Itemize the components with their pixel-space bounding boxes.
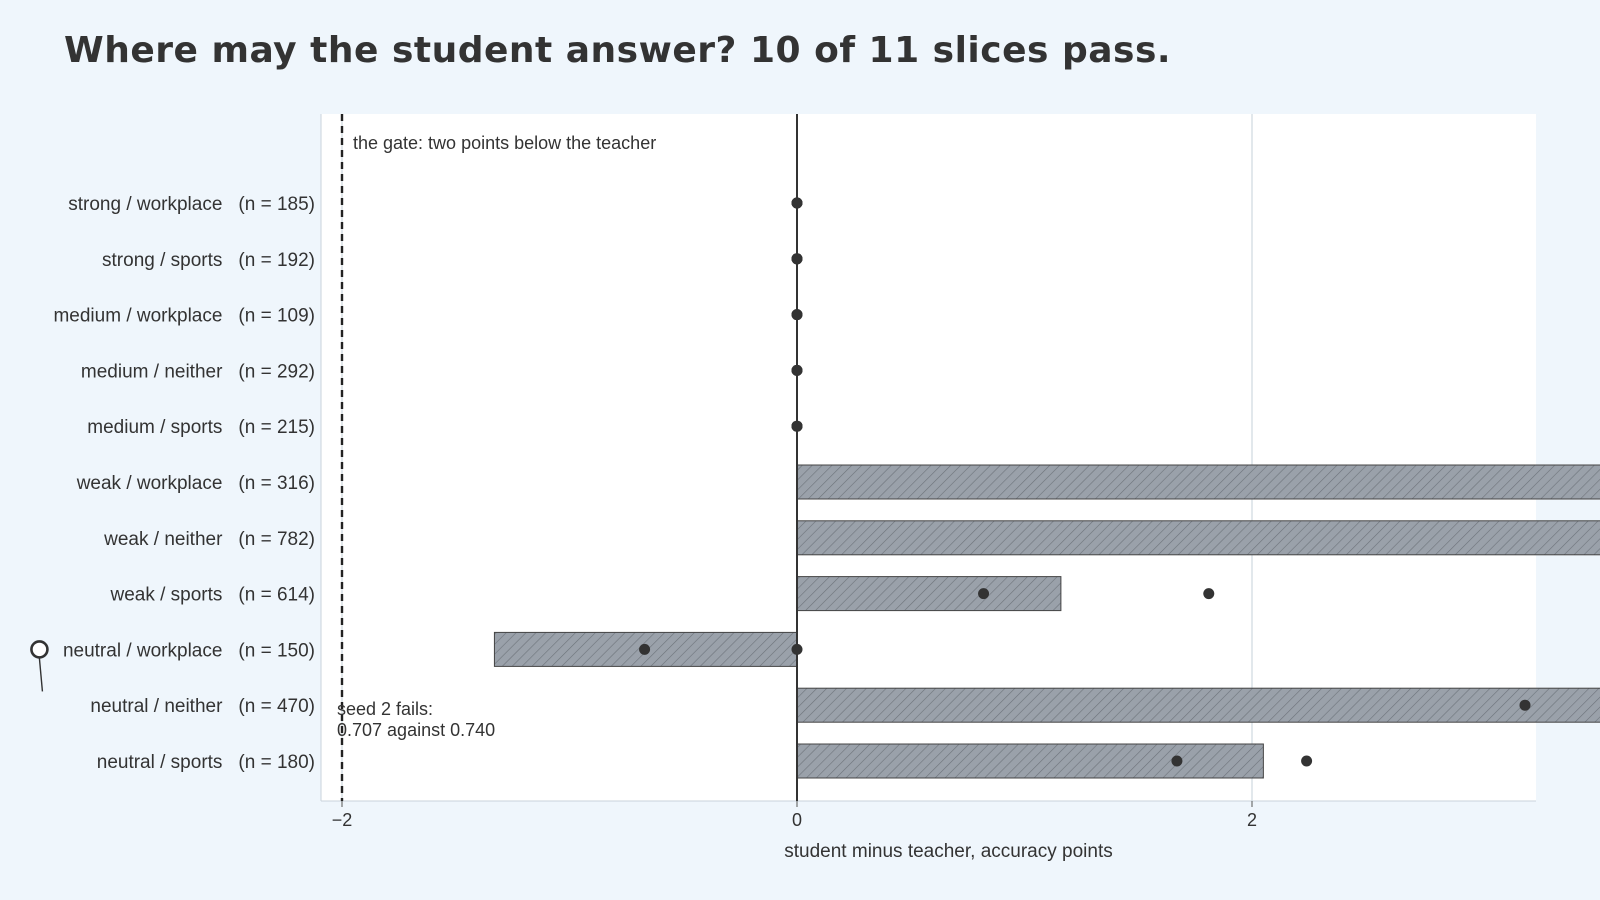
category-n-label: (n = 614): [238, 585, 315, 606]
category-label: neutral / workplace: [63, 640, 222, 661]
seed-point: [791, 643, 803, 655]
x-axis-title: student minus teacher, accuracy points: [784, 841, 1112, 862]
bar: [796, 520, 1600, 556]
x-axis: −4−20246student minus teacher, accuracy …: [320, 114, 1536, 862]
category-n-label: (n = 185): [238, 194, 315, 215]
category-label: medium / sports: [87, 417, 222, 438]
seed-points: [30, 197, 1531, 767]
category-label: medium / workplace: [53, 306, 222, 327]
seed-point: [1519, 699, 1531, 711]
seed-point: [978, 588, 990, 600]
seed-point: [791, 253, 803, 265]
seed-point: [791, 420, 803, 432]
chart-title: Where may the student answer? 10 of 11 s…: [64, 30, 1172, 71]
category-label: weak / sports: [109, 585, 222, 606]
category-n-label: (n = 180): [238, 752, 315, 773]
category-n-label: (n = 292): [238, 361, 315, 382]
category-label: weak / neither: [103, 529, 223, 550]
failing-seed-point: [30, 640, 49, 659]
bar: [796, 687, 1600, 723]
bar: [796, 576, 1062, 612]
category-label: strong / sports: [102, 250, 222, 271]
category-labels: (n = 185) strong / workplace (n = 192) stro…: [53, 194, 315, 773]
seed-point: [791, 197, 803, 209]
x-tick-label: 2: [1247, 810, 1257, 830]
seed-point: [1301, 755, 1313, 767]
category-label: strong / workplace: [68, 194, 222, 215]
gate-label: the gate: two points below the teacher: [353, 133, 656, 153]
category-n-label: (n = 782): [238, 529, 315, 550]
category-label: neutral / sports: [97, 752, 223, 773]
annotation-text: 0.707 against 0.740: [337, 720, 495, 740]
annotations: seed 2 fails:0.707 against 0.740: [38, 658, 495, 740]
category-n-label: (n = 470): [238, 696, 315, 717]
seed-point: [1171, 755, 1183, 767]
category-n-label: (n = 150): [238, 640, 315, 661]
category-n-label: (n = 215): [238, 417, 315, 438]
seed-point: [639, 643, 651, 655]
category-n-label: (n = 316): [238, 473, 315, 494]
x-tick-label: −2: [332, 810, 353, 830]
x-tick-label: 0: [792, 810, 802, 830]
category-label: medium / neither: [81, 361, 223, 382]
bar: [796, 743, 1264, 779]
category-label: weak / workplace: [76, 473, 223, 494]
category-n-label: (n = 192): [238, 250, 315, 271]
annotation-text: seed 2 fails:: [337, 699, 433, 719]
reference-lines: the gate: two points below the teacher: [340, 114, 798, 801]
bars: [493, 464, 1600, 779]
category-n-label: (n = 109): [238, 306, 315, 327]
category-label: neutral / neither: [90, 696, 223, 717]
seed-point: [791, 364, 803, 376]
seed-point: [791, 309, 803, 321]
plot-area: [321, 114, 1536, 801]
annotation-leader: [38, 658, 44, 692]
bar: [796, 464, 1600, 500]
seed-point: [1203, 588, 1215, 600]
